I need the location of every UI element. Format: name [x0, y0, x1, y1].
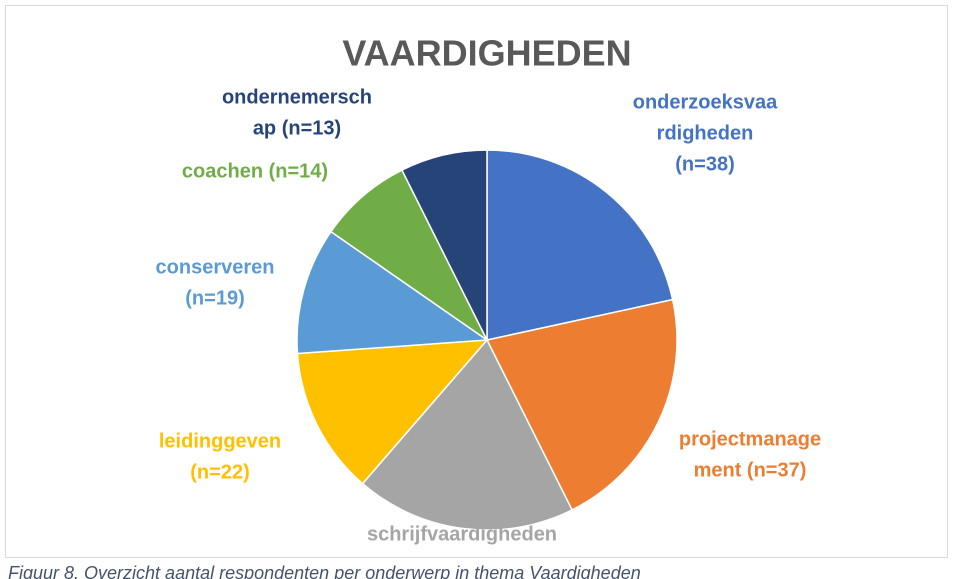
data-label: rdigheden [657, 122, 754, 144]
data-label: ap (n=13) [253, 117, 341, 139]
data-label: schrijfvaardigheden [367, 523, 557, 545]
pie-slice [361, 338, 574, 531]
pie-slice [485, 298, 678, 511]
data-label: ondernemersch [222, 86, 372, 108]
data-label: (n=19) [185, 287, 244, 309]
pie-slice [486, 149, 674, 341]
data-label: (n=22) [190, 461, 249, 483]
data-label: projectmanage [679, 428, 821, 450]
data-label: conserveren [156, 256, 275, 278]
data-label: coachen (n=14) [182, 160, 328, 182]
data-label: (n=38) [675, 153, 734, 175]
pie-slice [400, 149, 488, 341]
pie-slice [296, 230, 490, 355]
chart-title: VAARDIGHEDEN [342, 33, 631, 74]
data-label: ment (n=37) [694, 459, 807, 481]
pie-slice [329, 169, 488, 341]
caption: Figuur 8. Overzicht aantal respondenten … [8, 563, 641, 579]
pie-slice [296, 339, 489, 485]
data-label: onderzoeksvaa [633, 91, 778, 113]
data-label: leidinggeven [159, 430, 281, 452]
